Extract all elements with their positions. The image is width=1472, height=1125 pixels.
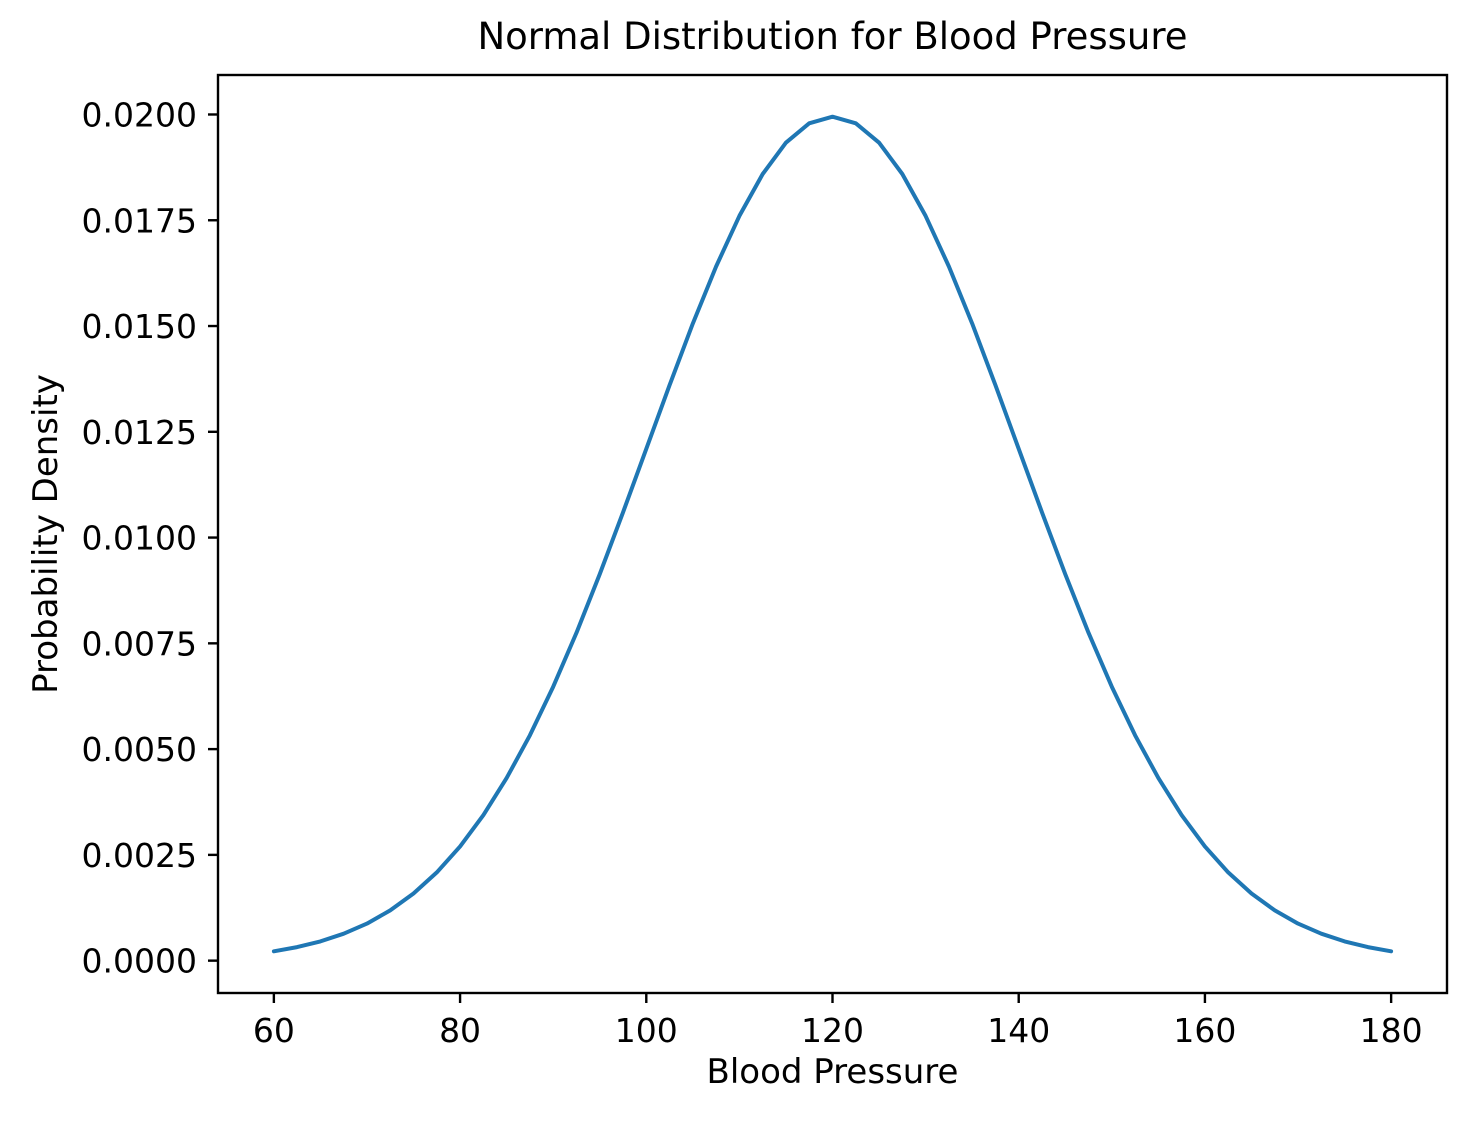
axes-spines [216, 73, 1449, 995]
y-tick-label: 0.0100 [82, 519, 197, 558]
curve-layer [271, 114, 1394, 954]
y-tick-label: 0.0000 [82, 942, 197, 981]
y-tick-label: 0.0175 [82, 201, 197, 240]
x-tick-label: 180 [1360, 1011, 1423, 1050]
y-tick-label: 0.0025 [82, 836, 197, 875]
x-tick-label: 120 [801, 1011, 864, 1050]
y-tick-label: 0.0150 [82, 307, 197, 346]
y-tick-label: 0.0200 [82, 95, 197, 134]
y-tick-label: 0.0075 [82, 624, 197, 663]
y-axis-ticks: 0.0000 0.0025 0.0050 0.0075 0.0100 0.0125 0.01… [82, 95, 218, 981]
x-tick-label: 160 [1173, 1011, 1236, 1050]
x-tick-label: 100 [615, 1011, 678, 1050]
chart-title: Normal Distribution for Blood Pressure [477, 15, 1188, 58]
x-axis-label: Blood Pressure [706, 1052, 959, 1092]
x-tick-label: 140 [987, 1011, 1050, 1050]
plot-border [216, 73, 1449, 995]
y-tick-label: 0.0050 [82, 730, 197, 769]
x-tick-label: 80 [439, 1011, 481, 1050]
y-tick-label: 0.0125 [82, 413, 197, 452]
x-axis-ticks: 60 80 100 120 140 160 180 [253, 993, 1423, 1050]
normal-distribution-curve [271, 114, 1394, 954]
x-tick-label: 60 [253, 1011, 295, 1050]
